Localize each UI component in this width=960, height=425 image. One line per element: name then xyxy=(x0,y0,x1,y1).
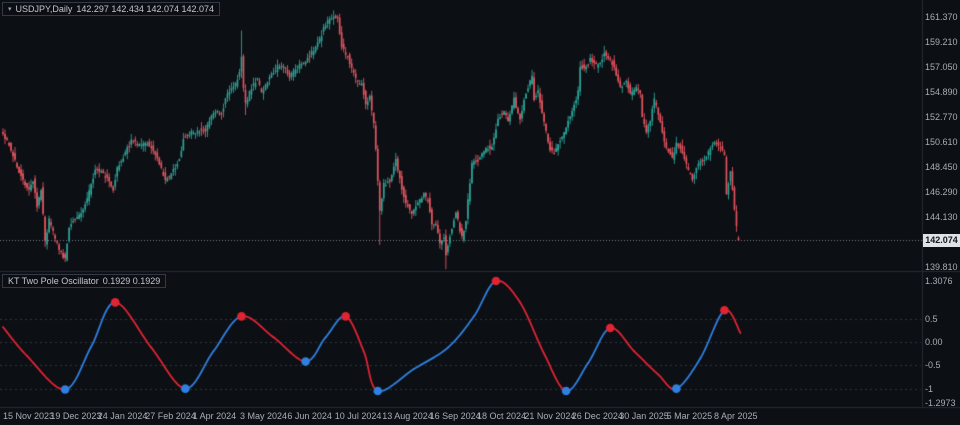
price-axis[interactable]: 161.370 159.210 157.050 154.890 152.770 150.6… xyxy=(925,0,960,408)
time-axis[interactable]: 15 Nov 2023 19 Dec 2023 24 Jan 2024 27 Feb … xyxy=(0,408,960,425)
current-price-tag: 142.074 xyxy=(923,233,960,247)
time-axis-label: 24 Jan 2024 xyxy=(97,411,148,421)
oscillator-axis-label: 0.5 xyxy=(925,313,938,324)
time-axis-label: 26 Dec 2024 xyxy=(571,411,623,421)
price-axis-label: 161.370 xyxy=(925,12,958,22)
price-axis-label: 146.290 xyxy=(925,186,958,197)
time-axis-label: 16 Sep 2024 xyxy=(429,411,481,421)
oscillator-axis-label: -0.5 xyxy=(925,360,941,371)
oscillator-axis[interactable]: 1.3076 0.5 0.00 -0.5 -1 -1.2973 xyxy=(925,0,960,408)
time-axis-label: 27 Feb 2024 xyxy=(145,411,196,421)
symbol-title[interactable]: ▾ USDJPY,Daily 142.297 142.434 142.074 1… xyxy=(2,2,221,16)
price-axis-label: 152.770 xyxy=(925,111,958,122)
time-axis-label: 21 Nov 2024 xyxy=(524,411,576,421)
time-axis-label: 3 May 2024 xyxy=(240,411,288,421)
price-axis-label: 139.810 xyxy=(925,261,958,272)
ohlc-values: 142.297 142.434 142.074 142.074 xyxy=(76,4,215,14)
time-axis-label: 18 Oct 2024 xyxy=(477,411,527,421)
oscillator-axis-label: 1.3076 xyxy=(925,276,953,286)
time-axis-label: 8 Apr 2025 xyxy=(714,411,758,421)
oscillator-axis-label: -1.2973 xyxy=(925,397,956,408)
oscillator-name-label: KT Two Pole Oscillator xyxy=(8,276,99,286)
time-axis-label: 6 Jun 2024 xyxy=(287,411,332,421)
time-axis-label: 1 Apr 2024 xyxy=(192,411,237,421)
symbol-period-label: USDJPY,Daily xyxy=(15,4,73,14)
price-axis-label: 144.130 xyxy=(925,211,958,222)
time-axis-label: 19 Dec 2023 xyxy=(50,411,102,421)
price-axis-label: 148.450 xyxy=(925,161,958,172)
time-axis-label: 13 Aug 2024 xyxy=(382,411,433,421)
oscillator-title[interactable]: KT Two Pole Oscillator 0.1929 0.1929 xyxy=(2,274,167,288)
price-axis-label: 159.210 xyxy=(925,36,958,47)
oscillator-axis-label: 0.00 xyxy=(925,336,943,347)
price-axis-label: 154.890 xyxy=(925,86,958,97)
oscillator-values: 0.1929 0.1929 xyxy=(102,276,161,286)
time-axis-label: 10 Jul 2024 xyxy=(334,411,382,421)
price-axis-label: 150.610 xyxy=(925,136,958,147)
price-axis-label: 157.050 xyxy=(925,61,958,72)
time-axis-label: 30 Jan 2025 xyxy=(619,411,669,421)
chevron-down-icon: ▾ xyxy=(8,6,12,13)
time-axis-label: 15 Nov 2023 xyxy=(3,411,55,421)
time-axis-label: 5 Mar 2025 xyxy=(666,411,713,421)
oscillator-axis-label: -1 xyxy=(925,383,934,394)
